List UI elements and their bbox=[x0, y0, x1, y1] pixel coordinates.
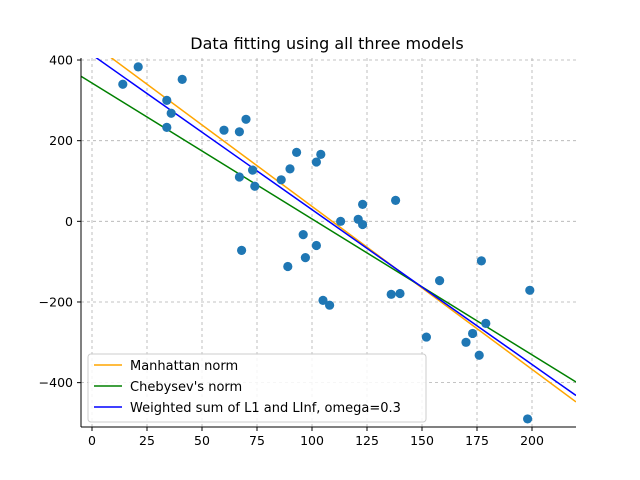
data-point bbox=[298, 230, 308, 240]
x-tick-label: 200 bbox=[520, 433, 544, 448]
data-point bbox=[391, 195, 401, 205]
data-point bbox=[234, 127, 244, 137]
data-points bbox=[118, 62, 535, 424]
data-point bbox=[219, 125, 229, 135]
data-point bbox=[358, 219, 368, 230]
x-tick-label: 0 bbox=[88, 433, 96, 448]
data-point bbox=[234, 172, 244, 182]
legend-label-1: Chebysev's norm bbox=[130, 380, 242, 395]
legend-label-0: Manhattan norm bbox=[130, 359, 238, 374]
data-point bbox=[241, 114, 251, 124]
fit-lines bbox=[81, 58, 576, 403]
x-tick-label: 125 bbox=[355, 433, 379, 448]
data-point bbox=[133, 62, 143, 72]
data-point bbox=[435, 276, 445, 286]
data-point bbox=[311, 157, 321, 167]
data-point bbox=[316, 149, 326, 159]
x-tick-label: 75 bbox=[249, 433, 265, 448]
x-tick-label: 25 bbox=[139, 433, 155, 448]
data-point bbox=[237, 245, 247, 255]
data-point bbox=[421, 332, 431, 342]
data-point bbox=[300, 253, 310, 263]
chart-title: Data fitting using all three models bbox=[190, 34, 463, 53]
data-point bbox=[250, 181, 260, 191]
data-point bbox=[285, 164, 295, 174]
x-tick-label: 175 bbox=[465, 433, 489, 448]
y-tick-label: 0 bbox=[65, 214, 73, 229]
data-point bbox=[311, 240, 321, 251]
data-point bbox=[292, 147, 302, 157]
data-point bbox=[461, 337, 471, 347]
legend-label-2: Weighted sum of L1 and LInf, omega=0.3 bbox=[130, 401, 401, 416]
data-point bbox=[283, 261, 293, 272]
data-point bbox=[166, 108, 176, 118]
data-point bbox=[325, 300, 335, 310]
x-tick-label: 150 bbox=[410, 433, 434, 448]
data-point bbox=[468, 328, 478, 339]
data-point bbox=[162, 95, 172, 105]
data-point bbox=[476, 256, 486, 266]
axes: 0 25 50 75 100 125 150 175 200 −400 −200 0 200 400 bbox=[39, 53, 576, 448]
data-point bbox=[118, 79, 128, 89]
legend: Manhattan norm Chebysev's norm Weighted su… bbox=[87, 353, 427, 423]
data-point bbox=[177, 74, 187, 84]
fit-line-0 bbox=[110, 58, 576, 403]
data-point bbox=[248, 165, 258, 175]
data-point bbox=[525, 285, 535, 295]
y-tick-label: 400 bbox=[49, 53, 73, 68]
data-point bbox=[474, 350, 484, 360]
data-point bbox=[162, 122, 172, 132]
data-point bbox=[318, 295, 328, 305]
data-point bbox=[276, 175, 286, 185]
y-tick-label: 200 bbox=[49, 133, 73, 148]
data-point bbox=[481, 318, 491, 328]
fit-line-1 bbox=[81, 75, 576, 383]
y-tick-label: −200 bbox=[39, 294, 73, 309]
fit-line-2 bbox=[95, 58, 576, 397]
legend-box bbox=[87, 353, 427, 423]
data-point bbox=[395, 288, 405, 299]
data-point bbox=[523, 414, 533, 424]
x-tick-label: 50 bbox=[194, 433, 210, 448]
data-point bbox=[386, 289, 396, 299]
data-point bbox=[358, 199, 368, 209]
data-point bbox=[336, 216, 346, 226]
y-tick-label: −400 bbox=[39, 375, 73, 390]
x-tick-label: 100 bbox=[300, 433, 324, 448]
